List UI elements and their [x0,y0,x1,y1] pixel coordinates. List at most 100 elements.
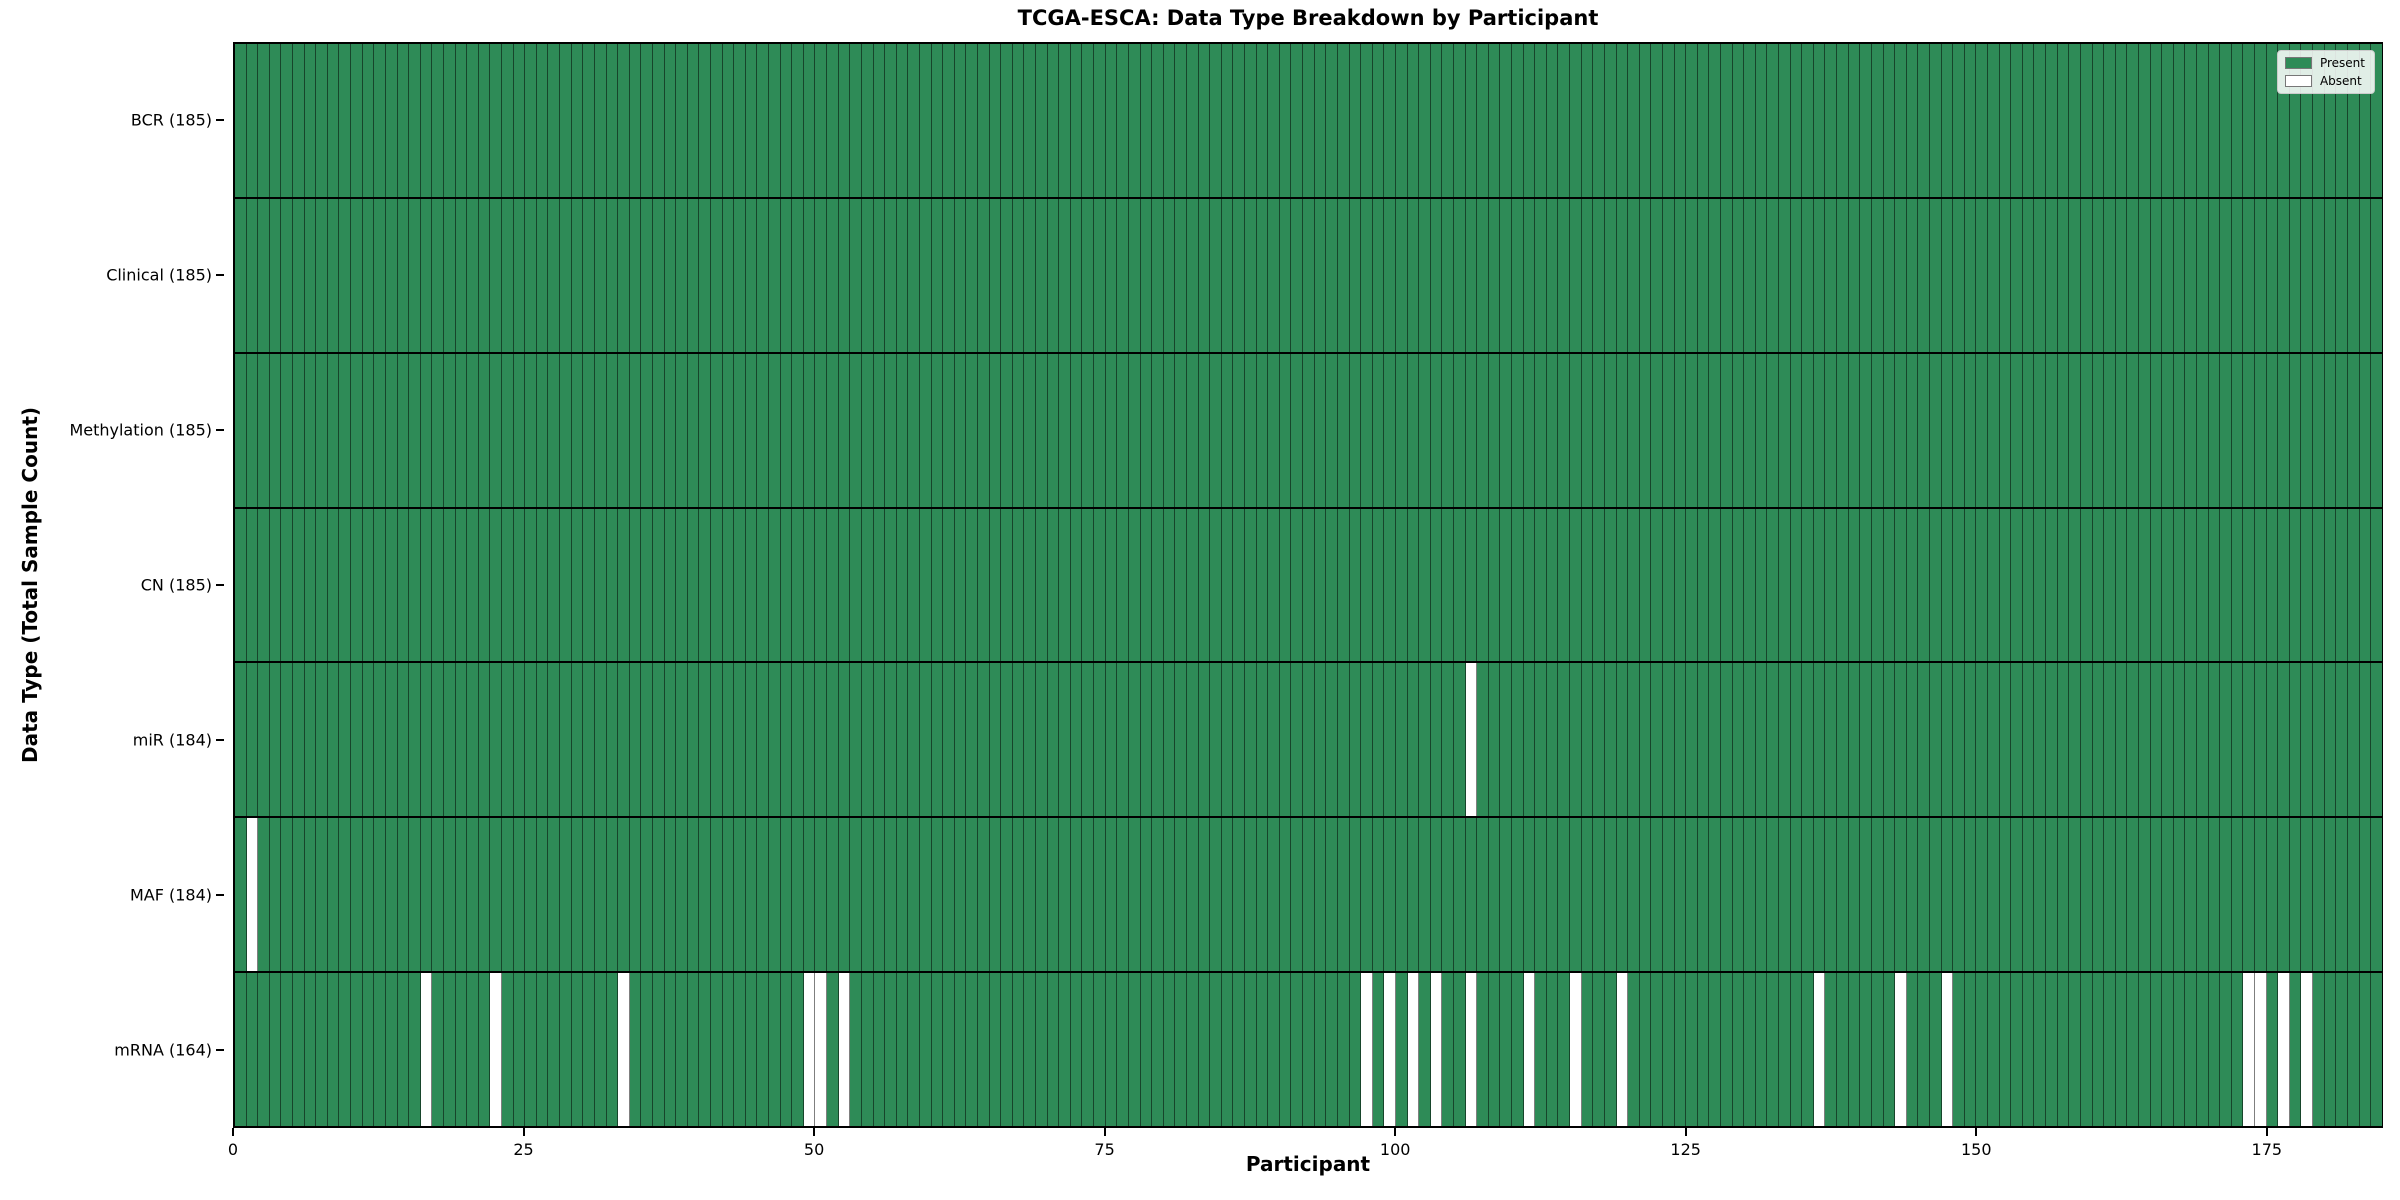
cell-present [560,818,572,972]
cell-present [1953,663,1965,817]
cell-present [502,663,514,817]
cell-present [943,508,955,662]
cell-present [536,198,549,352]
cell-present [374,663,386,817]
cell-present [1361,818,1373,972]
cell-present [246,198,259,352]
cell-present [1651,353,1663,507]
cell-present [1070,508,1083,662]
cell-present [2034,818,2047,972]
cell-present [1604,973,1617,1127]
cell-absent [1941,973,1954,1127]
cell-present [803,663,816,817]
cell-present [687,973,700,1127]
cell-present [1210,44,1222,197]
cell-present [351,198,363,352]
cell-present [443,508,456,662]
cell-present [2347,198,2360,352]
cell-present [1117,973,1129,1127]
cell-present [339,663,352,817]
cell-present [1047,973,1060,1127]
cell-present [1535,973,1547,1127]
cell-present [1175,663,1187,817]
cell-present [1105,353,1118,507]
cell-present [1512,818,1524,972]
cell-present [861,663,874,817]
cell-present [432,508,444,662]
cell-present [2069,44,2081,197]
cell-present [1245,973,1257,1127]
cell-present [1662,818,1675,972]
cell-present [571,663,584,817]
cell-present [1152,44,1164,197]
cell-present [1988,44,2000,197]
cell-present [908,663,920,817]
cell-present [966,198,978,352]
cell-present [2046,198,2058,352]
cell-present [2022,353,2035,507]
cell-present [443,973,456,1127]
cell-present [1837,44,1849,197]
cell-present [2115,353,2128,507]
cell-present [803,508,816,662]
cell-present [1883,973,1896,1127]
cell-present [1802,818,1814,972]
cell-present [989,973,1002,1127]
cell-present [269,818,282,972]
cell-present [2127,818,2139,972]
cell-present [536,973,549,1127]
cell-present [2220,818,2232,972]
cell-present [397,353,410,507]
legend-label: Present [2319,56,2365,70]
cell-present [2359,508,2372,662]
cell-present [1361,353,1373,507]
cell-present [1999,198,2012,352]
cell-absent [420,973,433,1127]
cell-present [1361,198,1373,352]
cell-present [919,663,932,817]
cell-present [1779,198,1791,352]
cell-present [1686,353,1698,507]
cell-present [1036,198,1048,352]
cell-present [2185,508,2197,662]
cell-present [1384,44,1396,197]
cell-present [1709,508,1721,662]
cell-present [1744,353,1756,507]
cell-present [2208,663,2221,817]
cell-present [293,353,305,507]
cell-present [1279,353,1292,507]
cell-present [885,663,897,817]
cell-present [513,353,526,507]
cell-present [1802,198,1814,352]
y-tick-mark [216,118,224,121]
cell-present [502,353,514,507]
x-tick-label-75: 75 [1094,1140,1115,1159]
cell-present [2301,508,2314,662]
cell-present [699,198,711,352]
cell-present [1918,818,1930,972]
cell-present [629,973,642,1127]
cell-present [896,353,909,507]
cell-present [1430,44,1443,197]
cell-present [2347,663,2360,817]
cell-present [1314,663,1327,817]
cell-present [351,663,363,817]
cell-present [1082,44,1095,197]
cell-present [850,44,862,197]
cell-present [1616,818,1629,972]
cell-present [1976,44,1989,197]
cell-present [1140,353,1153,507]
cell-present [1314,973,1327,1127]
cell-present [1256,44,1269,197]
cell-present [919,198,932,352]
x-axis-label: Participant [1245,1152,1371,1176]
cell-present [1512,663,1524,817]
cell-present [1256,508,1269,662]
cell-present [1999,818,2012,972]
cell-present [409,44,421,197]
cell-present [769,508,781,662]
y-tick-mark [216,428,224,431]
cell-present [455,353,468,507]
cell-present [745,508,758,662]
cell-present [1210,973,1222,1127]
